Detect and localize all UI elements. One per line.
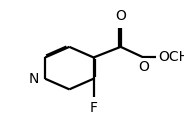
Text: F: F	[90, 101, 98, 115]
Text: O: O	[138, 60, 149, 74]
Text: OCH₃: OCH₃	[158, 51, 184, 64]
Text: N: N	[29, 72, 39, 86]
Text: O: O	[115, 10, 126, 23]
